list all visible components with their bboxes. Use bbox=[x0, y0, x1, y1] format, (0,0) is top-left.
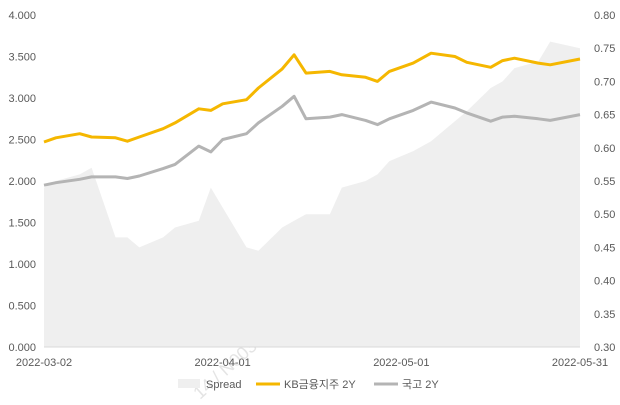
left-tick-label: 3.000 bbox=[8, 93, 36, 105]
legend-label: KB금융지주 2Y bbox=[284, 378, 356, 391]
right-tick-label: 0.55 bbox=[594, 176, 615, 188]
right-axis: 0.30 0.35 0.40 0.45 0.50 0.55 0.60 0.65 0.70 0.75… bbox=[594, 10, 615, 354]
left-tick-label: 2.000 bbox=[8, 176, 36, 188]
x-axis: 2022-03-02 2022-04-01 2022-05-01 2022-05-31 bbox=[16, 357, 608, 369]
x-tick-label: 2022-03-02 bbox=[16, 357, 72, 369]
left-tick-label: 0.000 bbox=[8, 342, 36, 354]
right-tick-label: 0.40 bbox=[594, 276, 615, 288]
right-tick-label: 0.35 bbox=[594, 309, 615, 321]
series-line-1 bbox=[43, 51, 581, 144]
legend: Spread KB금융지주 2Y 국고 2Y bbox=[178, 378, 439, 391]
right-tick-label: 0.45 bbox=[594, 242, 615, 254]
left-axis: 0.000 0.500 1.000 1.500 2.000 2.500 3.000 3.500… bbox=[8, 10, 36, 354]
right-tick-label: 0.70 bbox=[594, 76, 615, 88]
left-tick-label: 0.500 bbox=[8, 301, 36, 313]
x-tick-label: 2022-05-31 bbox=[552, 357, 608, 369]
x-tick-label: 2022-05-01 bbox=[373, 357, 429, 369]
legend-swatch-area bbox=[178, 379, 200, 388]
series-line-2 bbox=[43, 94, 581, 187]
legend-label: Spread bbox=[206, 379, 241, 391]
plot-area bbox=[43, 41, 581, 348]
series-area-spread bbox=[44, 41, 580, 347]
left-tick-label: 1.000 bbox=[8, 259, 36, 271]
right-tick-label: 0.80 bbox=[594, 10, 615, 22]
right-tick-label: 0.60 bbox=[594, 143, 615, 155]
legend-label: 국고 2Y bbox=[402, 379, 439, 391]
left-tick-label: 1.500 bbox=[8, 218, 36, 230]
right-tick-label: 0.65 bbox=[594, 110, 615, 122]
right-tick-label: 0.75 bbox=[594, 43, 615, 55]
right-tick-label: 0.30 bbox=[594, 342, 615, 354]
right-tick-label: 0.50 bbox=[594, 209, 615, 221]
x-tick-label: 2022-04-01 bbox=[195, 357, 251, 369]
left-tick-label: 2.500 bbox=[8, 135, 36, 147]
left-tick-label: 3.500 bbox=[8, 52, 36, 64]
left-tick-label: 4.000 bbox=[8, 10, 36, 22]
